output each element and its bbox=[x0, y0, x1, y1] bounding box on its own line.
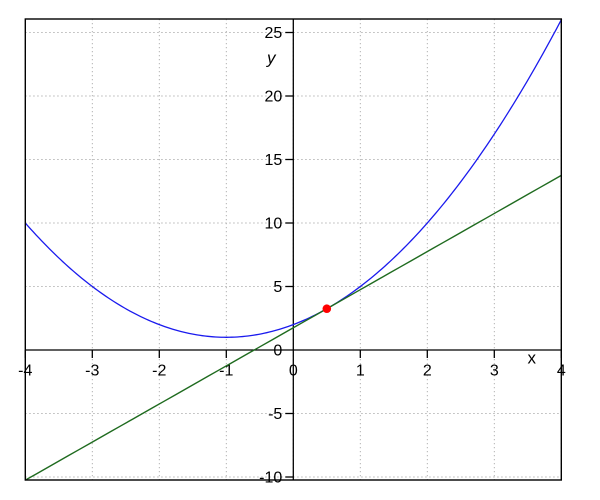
svg-text:y: y bbox=[266, 49, 277, 68]
svg-text:1: 1 bbox=[356, 363, 365, 380]
svg-text:15: 15 bbox=[265, 152, 283, 169]
svg-text:x: x bbox=[528, 349, 537, 368]
svg-text:0: 0 bbox=[289, 363, 298, 380]
svg-text:5: 5 bbox=[273, 279, 282, 296]
svg-text:20: 20 bbox=[265, 89, 283, 106]
svg-text:2: 2 bbox=[423, 363, 432, 380]
svg-text:-3: -3 bbox=[85, 363, 99, 380]
svg-text:-2: -2 bbox=[152, 363, 166, 380]
svg-text:-10: -10 bbox=[259, 470, 282, 487]
svg-text:-5: -5 bbox=[268, 406, 282, 423]
svg-text:3: 3 bbox=[490, 363, 499, 380]
svg-text:10: 10 bbox=[265, 216, 283, 233]
svg-text:0: 0 bbox=[273, 343, 282, 360]
svg-text:25: 25 bbox=[265, 25, 283, 42]
